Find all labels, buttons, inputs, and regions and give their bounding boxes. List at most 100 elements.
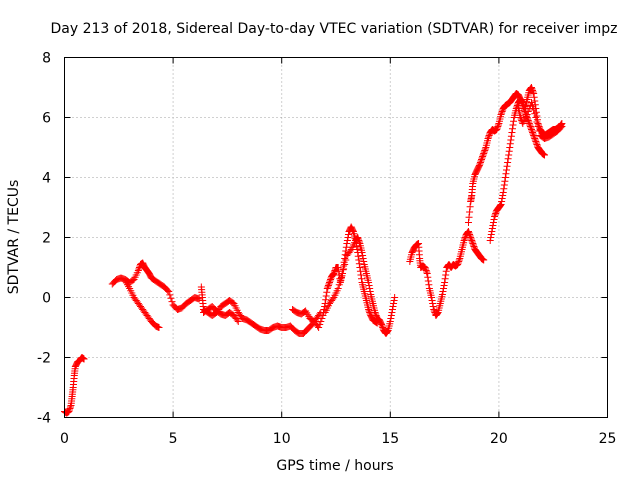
x-axis-label: GPS time / hours — [276, 458, 393, 474]
data-point — [529, 87, 537, 94]
data-point — [510, 117, 518, 125]
data-point — [353, 243, 361, 250]
data-point — [335, 281, 343, 289]
data-point — [325, 279, 333, 286]
data-point — [334, 285, 342, 292]
data-point — [507, 132, 515, 140]
data-point — [441, 275, 449, 283]
data-point — [425, 281, 433, 289]
data-point — [527, 99, 535, 106]
data-point — [468, 237, 476, 244]
data-point — [526, 121, 534, 129]
y-tick-label: -4 — [37, 411, 51, 427]
y-axis-label: SDTVAR / TECUs — [6, 180, 22, 295]
data-point — [433, 310, 441, 318]
data-point — [488, 225, 496, 232]
data-point — [505, 151, 513, 159]
data-point — [440, 285, 448, 292]
data-point — [533, 118, 541, 126]
data-points — [61, 84, 566, 417]
data-point — [166, 291, 174, 299]
data-point — [386, 318, 394, 325]
data-point — [365, 282, 373, 289]
data-point — [344, 234, 352, 241]
data-point — [491, 213, 499, 220]
data-point — [504, 159, 512, 166]
data-point — [505, 147, 513, 155]
data-point — [530, 132, 538, 139]
data-point — [354, 252, 362, 260]
data-point — [329, 271, 337, 279]
data-point — [390, 297, 398, 304]
data-point — [497, 201, 505, 208]
data-point — [527, 126, 535, 133]
data-point — [499, 192, 507, 199]
data-point — [343, 237, 351, 244]
data-point — [558, 123, 566, 130]
data-point — [355, 256, 363, 264]
y-tick-label: 4 — [42, 171, 51, 187]
data-point — [438, 291, 446, 298]
data-point — [497, 201, 505, 209]
data-point — [429, 303, 437, 310]
data-point — [387, 315, 395, 322]
data-point — [531, 135, 539, 142]
data-point — [529, 88, 537, 96]
data-point — [389, 303, 397, 310]
data-point — [342, 256, 350, 264]
data-point — [513, 102, 521, 109]
data-point — [480, 150, 488, 157]
data-point — [535, 127, 543, 135]
data-point — [317, 318, 325, 325]
data-point — [455, 258, 463, 265]
data-point — [466, 231, 474, 238]
data-point — [523, 111, 531, 118]
data-point — [322, 292, 330, 300]
data-point — [508, 129, 516, 136]
data-point — [530, 93, 538, 101]
data-point — [513, 103, 521, 111]
x-tick-label: 15 — [381, 431, 399, 447]
data-point — [460, 237, 468, 244]
data-point — [518, 97, 526, 105]
data-point — [500, 185, 508, 193]
data-point — [378, 322, 386, 330]
data-point — [378, 321, 386, 328]
data-point — [488, 228, 496, 235]
data-point — [528, 85, 536, 93]
data-point — [531, 136, 539, 144]
data-point — [365, 307, 373, 315]
data-point — [480, 256, 488, 264]
data-point — [467, 234, 475, 241]
data-point — [454, 259, 462, 267]
y-tick-label: 2 — [42, 231, 51, 247]
data-point — [524, 108, 532, 115]
data-point — [498, 109, 506, 117]
data-point — [525, 118, 533, 126]
data-point — [526, 123, 534, 130]
data-point — [531, 110, 539, 118]
data-point — [329, 295, 337, 303]
data-point — [529, 130, 537, 138]
x-tick-label: 0 — [60, 431, 69, 447]
data-point — [334, 264, 342, 271]
data-point — [464, 228, 472, 235]
data-point — [422, 267, 430, 274]
data-point — [423, 270, 431, 277]
data-point — [497, 111, 505, 118]
data-point — [339, 270, 347, 277]
x-tick-labels: 0 5 10 15 20 25 — [60, 431, 616, 447]
data-point — [379, 324, 387, 331]
data-point — [342, 243, 350, 251]
data-point — [530, 106, 538, 114]
data-point — [503, 166, 511, 174]
data-point — [429, 300, 437, 307]
data-point — [434, 309, 442, 317]
data-point — [324, 282, 332, 289]
data-point — [442, 267, 450, 275]
data-point — [532, 138, 540, 145]
data-point — [325, 280, 333, 288]
data-point — [455, 256, 463, 264]
data-point — [337, 273, 345, 281]
